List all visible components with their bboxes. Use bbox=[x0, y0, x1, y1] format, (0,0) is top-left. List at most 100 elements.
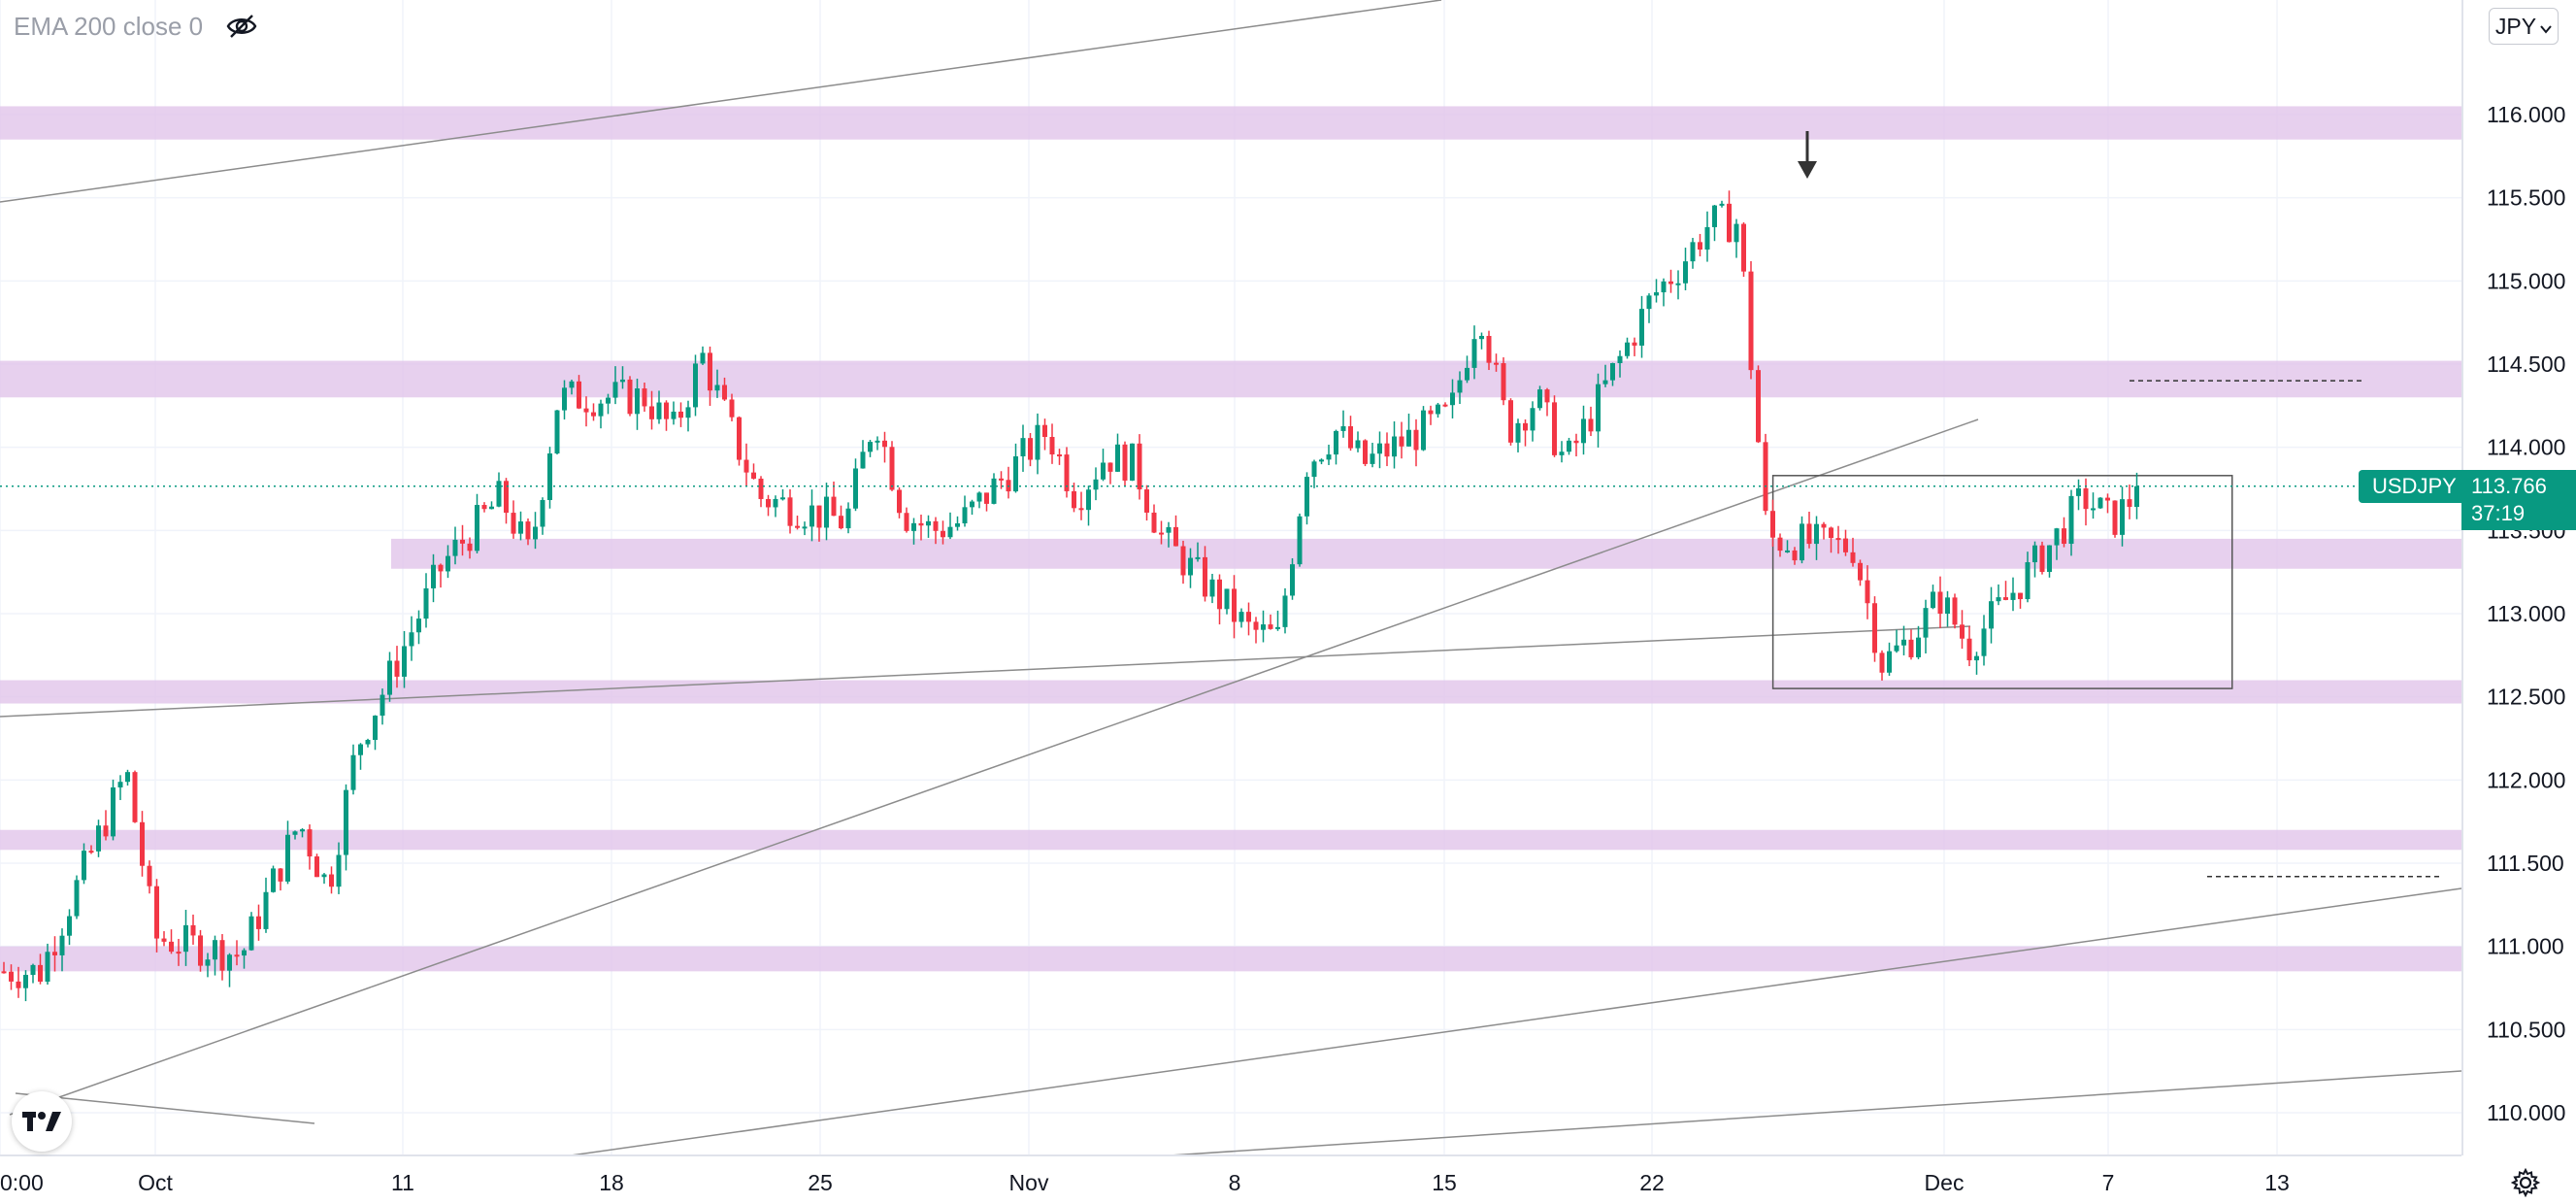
candle-body bbox=[1690, 242, 1696, 262]
price-tick-label: 116.000 bbox=[2487, 102, 2565, 127]
candle-body bbox=[802, 526, 808, 529]
candle-body bbox=[1777, 537, 1783, 552]
trendline-lower-1 bbox=[570, 887, 2462, 1156]
candle-body bbox=[693, 363, 698, 408]
candle-body bbox=[1588, 418, 1594, 432]
candle-body bbox=[1042, 424, 1047, 437]
candle-body bbox=[1370, 453, 1375, 464]
time-tick-label: 15 bbox=[1432, 1170, 1457, 1195]
time-tick-label: 11 bbox=[391, 1170, 414, 1195]
candle-body bbox=[562, 387, 567, 411]
candle-body bbox=[1937, 591, 1943, 615]
candle-body bbox=[1130, 443, 1135, 481]
price-axis: 116.000115.500115.000114.500114.000113.5… bbox=[2487, 102, 2565, 1125]
candle-body bbox=[1596, 384, 1601, 432]
trendline-rising-support bbox=[9, 418, 1979, 1116]
trendline-lower-2 bbox=[1169, 1070, 2462, 1156]
candle-body bbox=[387, 660, 392, 695]
range-box-rect bbox=[1771, 475, 2233, 689]
sr-zone bbox=[0, 829, 2461, 851]
candle-body bbox=[2091, 508, 2096, 511]
candle-body bbox=[1617, 355, 1623, 364]
trendline-flat-lower bbox=[0, 625, 1971, 718]
candle-body bbox=[1035, 424, 1040, 460]
candle-body bbox=[190, 924, 196, 936]
candle-body bbox=[1770, 511, 1775, 538]
sr-zone bbox=[391, 538, 2461, 569]
candle-body bbox=[787, 497, 793, 526]
candle-body bbox=[1486, 335, 1492, 363]
candle-body bbox=[904, 513, 909, 531]
candle-body bbox=[816, 505, 822, 528]
currency-dropdown[interactable]: JPY bbox=[2489, 8, 2559, 45]
candle-body bbox=[627, 379, 633, 415]
candle-body bbox=[1442, 404, 1448, 407]
candle-body bbox=[722, 385, 727, 400]
candle-body bbox=[1319, 459, 1324, 462]
candle-body bbox=[1246, 612, 1251, 622]
tradingview-logo[interactable] bbox=[12, 1091, 72, 1152]
candle-body bbox=[525, 521, 531, 540]
price-tick-label: 114.000 bbox=[2487, 435, 2565, 460]
candle-body bbox=[1800, 523, 1804, 561]
candle-body bbox=[678, 411, 683, 418]
candle-body bbox=[416, 619, 421, 633]
candle-body bbox=[82, 851, 86, 881]
candle-body bbox=[868, 442, 873, 452]
candle-body bbox=[511, 513, 516, 534]
currency-label: JPY bbox=[2494, 13, 2537, 39]
candle-body bbox=[569, 381, 575, 388]
candle-body bbox=[380, 694, 385, 717]
candle-body bbox=[358, 744, 363, 755]
candle-body bbox=[656, 402, 662, 419]
down-arrow-marker bbox=[1798, 131, 1817, 179]
candle-body bbox=[518, 521, 523, 534]
candle-body bbox=[773, 498, 778, 508]
price-tick-label: 110.000 bbox=[2487, 1100, 2565, 1125]
candle-body bbox=[1392, 436, 1397, 457]
candle-body bbox=[591, 412, 596, 417]
candle-body bbox=[300, 829, 305, 832]
candle-body bbox=[1523, 422, 1528, 431]
chart-grid bbox=[0, 0, 2461, 1155]
candle-body bbox=[897, 489, 902, 514]
candle-body bbox=[554, 410, 560, 454]
price-tick-label: 112.500 bbox=[2487, 685, 2565, 710]
range-box bbox=[1771, 475, 2233, 689]
sr-zone bbox=[0, 360, 2461, 398]
eye-off-icon[interactable] bbox=[220, 8, 263, 45]
candle-body bbox=[999, 478, 1004, 481]
candle-body bbox=[1792, 550, 1798, 561]
candle-body bbox=[598, 403, 604, 417]
candle-body bbox=[234, 954, 240, 957]
trendline-upper-channel bbox=[0, 0, 1442, 203]
candle-body bbox=[1989, 601, 1994, 629]
candle-body bbox=[1829, 527, 1833, 539]
candle-body bbox=[1675, 283, 1681, 285]
candle-body bbox=[583, 408, 589, 413]
candle-body bbox=[365, 740, 371, 745]
candle-body bbox=[1727, 203, 1732, 243]
price-tick-label: 112.000 bbox=[2487, 767, 2565, 792]
price-tick-label: 113.000 bbox=[2487, 601, 2565, 626]
candle-body bbox=[1887, 651, 1892, 673]
candle-body bbox=[1865, 580, 1870, 604]
sr-zone bbox=[0, 680, 2461, 704]
candle-body bbox=[1436, 404, 1440, 415]
indicator-legend[interactable]: EMA 200 close 0 bbox=[14, 8, 263, 45]
candle-body bbox=[373, 716, 378, 741]
candle-body bbox=[321, 874, 327, 878]
candle-body bbox=[1450, 392, 1455, 406]
candle-body bbox=[1290, 564, 1295, 596]
candle-body bbox=[1668, 281, 1673, 284]
trendline-bottom-left bbox=[15, 1092, 315, 1124]
candle-body bbox=[227, 954, 232, 971]
candle-body bbox=[336, 854, 342, 887]
candle-body bbox=[176, 952, 182, 954]
candle-body bbox=[1581, 418, 1586, 444]
candle-body bbox=[649, 406, 654, 419]
gear-icon[interactable] bbox=[2504, 1161, 2547, 1204]
candle-body bbox=[729, 399, 735, 418]
candle-body bbox=[1712, 205, 1717, 227]
